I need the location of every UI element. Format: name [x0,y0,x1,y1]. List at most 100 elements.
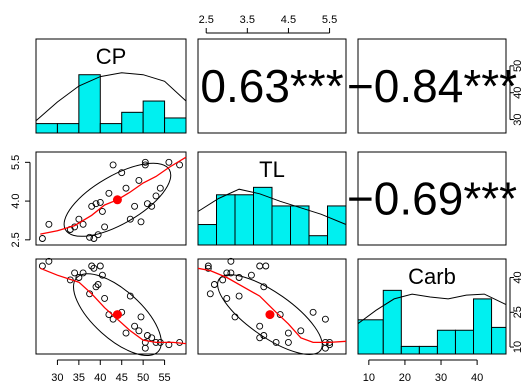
variable-label-tl: TL [259,157,285,182]
point-cp_tl-8 [90,235,98,242]
point-cp_tl-28 [165,158,173,166]
centroid-cp_tl [112,195,122,205]
point-cp_tl-16 [118,169,126,177]
hist-bar-carb-0 [357,319,384,355]
correlation-ellipse-cp_carb [73,273,162,357]
point-tl_carb-1 [227,257,235,265]
point-cp_carb-12 [98,271,106,279]
tick-label-cp-right-40: 40 [512,87,522,99]
density-curve-cp [35,72,187,122]
hist-bar-cp-1 [56,123,80,134]
panel-frame-0-1 [197,38,347,134]
point-cp_tl-21 [137,218,145,226]
point-tl_carb-8 [204,264,212,272]
point-tl_carb-5 [227,269,235,277]
point-cp_tl-15 [109,161,117,169]
point-tl_carb-13 [223,294,231,302]
tick-label-cp-right-30: 30 [512,113,522,125]
tick-label-carb-right-10: 10 [512,341,522,353]
point-cp_carb-7 [88,262,96,270]
tick-label-tl-top-5.5: 5.5 [322,14,337,26]
point-cp_carb-25 [148,334,156,342]
panel-frame-1-2 [357,151,507,246]
tick-label-tl-left-4: 4.0 [10,193,22,208]
variable-label-carb: Carb [408,264,456,289]
hist-bar-carb-2 [400,345,420,355]
tick-label-cp-30: 30 [51,372,63,384]
hist-bar-carb-4 [436,329,456,355]
hist-bar-tl-2 [234,194,254,246]
point-cp_carb-0 [38,262,46,270]
point-cp_tl-5 [79,220,87,228]
hist-bar-cp-3 [99,123,123,134]
point-cp_carb-3 [71,269,79,277]
tick-label-cp-40: 40 [94,372,106,384]
point-cp_carb-21 [137,313,145,321]
point-tl_carb-4 [235,274,243,281]
point-tl_carb-11 [262,262,270,270]
centroid-tl_carb [265,310,275,320]
point-cp_tl-19 [131,202,139,210]
point-cp_tl-14 [105,189,113,197]
hist-bar-cp-4 [121,111,144,134]
hist-bar-tl-1 [216,194,236,246]
panel-frame-0-2 [357,38,507,134]
point-cp_carb-4 [75,274,83,281]
point-cp_carb-13 [101,294,109,302]
correlation-label-1-2: −0.69*** [347,173,517,225]
point-tl_carb-14 [276,311,284,319]
tick-label-tl-top-2.5: 2.5 [199,14,214,26]
point-cp_carb-23 [141,344,149,352]
tick-label-tl-top-3.5: 3.5 [240,14,255,26]
hist-bar-tl-5 [290,205,310,246]
point-cp_tl-27 [156,184,164,192]
point-cp_tl-4 [75,215,83,223]
point-cp_tl-17 [122,184,130,192]
density-curve-tl [197,188,347,225]
tick-label-tl-left-2.5: 2.5 [10,232,22,247]
tick-label-carb-10: 10 [363,372,375,384]
hist-bar-carb-5 [454,329,475,355]
point-tl_carb-28 [326,341,334,349]
point-cp_tl-25 [148,202,156,210]
hist-bar-tl-3 [253,186,273,246]
point-cp_tl-12 [98,207,106,215]
correlation-label-0-2: −0.84*** [347,60,517,112]
point-cp_carb-5 [79,269,87,277]
tick-label-tl-left-5.5: 5.5 [10,155,22,170]
point-cp_carb-11 [96,262,104,270]
hist-bar-tl-4 [271,205,291,246]
tick-label-cp-55: 55 [158,372,170,384]
point-cp_carb-28 [165,341,173,349]
panel-frame-2-0 [35,258,187,355]
point-cp_carb-6 [86,290,94,298]
point-cp_carb-20 [135,327,143,335]
hist-bar-cp-5 [142,100,166,134]
point-tl_carb-10 [210,281,218,288]
point-tl_carb-15 [321,315,329,323]
tick-label-tl-top-4.5: 4.5 [281,14,296,26]
hist-bar-cp-0 [35,123,58,134]
point-cp_tl-13 [101,223,109,231]
hist-bar-carb-7 [491,326,507,355]
smooth-line-tl_carb [197,267,347,344]
point-tl_carb-3 [223,269,231,277]
point-cp_tl-1 [45,220,53,228]
hist-bar-cp-2 [78,74,101,134]
hist-bar-carb-1 [382,289,402,355]
tick-label-carb-30: 30 [435,372,447,384]
point-cp_carb-10 [94,281,102,288]
point-tl_carb-27 [284,338,292,346]
hist-bar-cp-6 [164,117,187,134]
point-cp_tl-11 [96,198,104,206]
tick-label-cp-45: 45 [116,372,128,384]
hist-bar-tl-7 [327,205,347,246]
hist-bar-carb-6 [473,298,493,355]
tick-label-carb-right-25: 25 [512,306,522,318]
point-cp_tl-22 [141,158,149,166]
point-tl_carb-18 [235,292,243,300]
point-cp_tl-29 [176,161,184,169]
hist-bar-carb-3 [418,345,438,355]
point-tl_carb-16 [309,308,317,316]
point-tl_carb-23 [321,344,329,352]
